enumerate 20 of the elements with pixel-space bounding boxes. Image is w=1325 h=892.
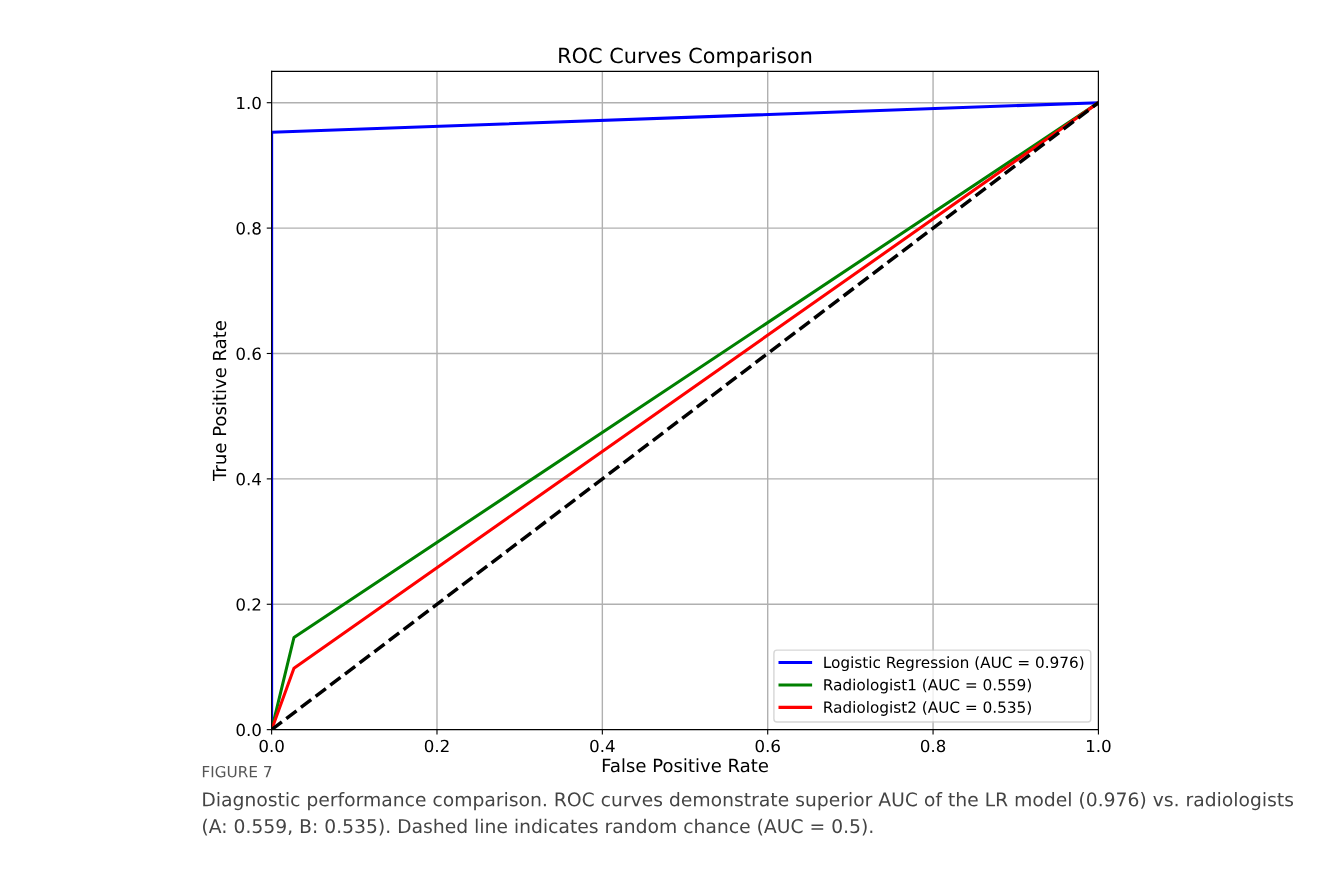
y-tick-label: 0.0 — [236, 723, 261, 737]
y-tick-label: 0.6 — [236, 347, 261, 361]
chart-title: ROC Curves Comparison — [559, 47, 812, 68]
y-tick-label: 0.4 — [236, 472, 261, 486]
caption: FIGURE 7 — [202, 765, 272, 778]
x-tick-label: 0.4 — [590, 739, 615, 753]
y-tick-label: 0.2 — [236, 598, 261, 611]
x-tick-label: 0.0 — [259, 739, 284, 753]
legend-label: Logistic Regression (AUC = 0.976) — [824, 656, 1084, 672]
x-tick-label: 0.8 — [920, 739, 946, 753]
y-tick-label: 0.8 — [236, 222, 261, 235]
x-tick-label: 0.6 — [755, 739, 780, 753]
x-tick-label: 1.0 — [1087, 739, 1111, 753]
y-axis-title: True Positive Rate — [212, 321, 227, 481]
x-tick-label: 0.2 — [424, 739, 449, 753]
y-tick-label: 1.0 — [237, 96, 261, 110]
legend-label: Radiologist2 (AUC = 0.535) — [824, 701, 1031, 716]
text: Diagnostic performance comparison. ROC curves demonstrate superior AUC of the LR model (0.976) vs. radiologists (A: 0.559, B: 0.535). Dashed line indicates random chance (AUC = 0.5). — [203, 792, 1294, 836]
x-axis-title: False Positive Rate — [602, 758, 768, 773]
legend-label: Radiologist1 (AUC = 0.559) — [824, 678, 1031, 694]
